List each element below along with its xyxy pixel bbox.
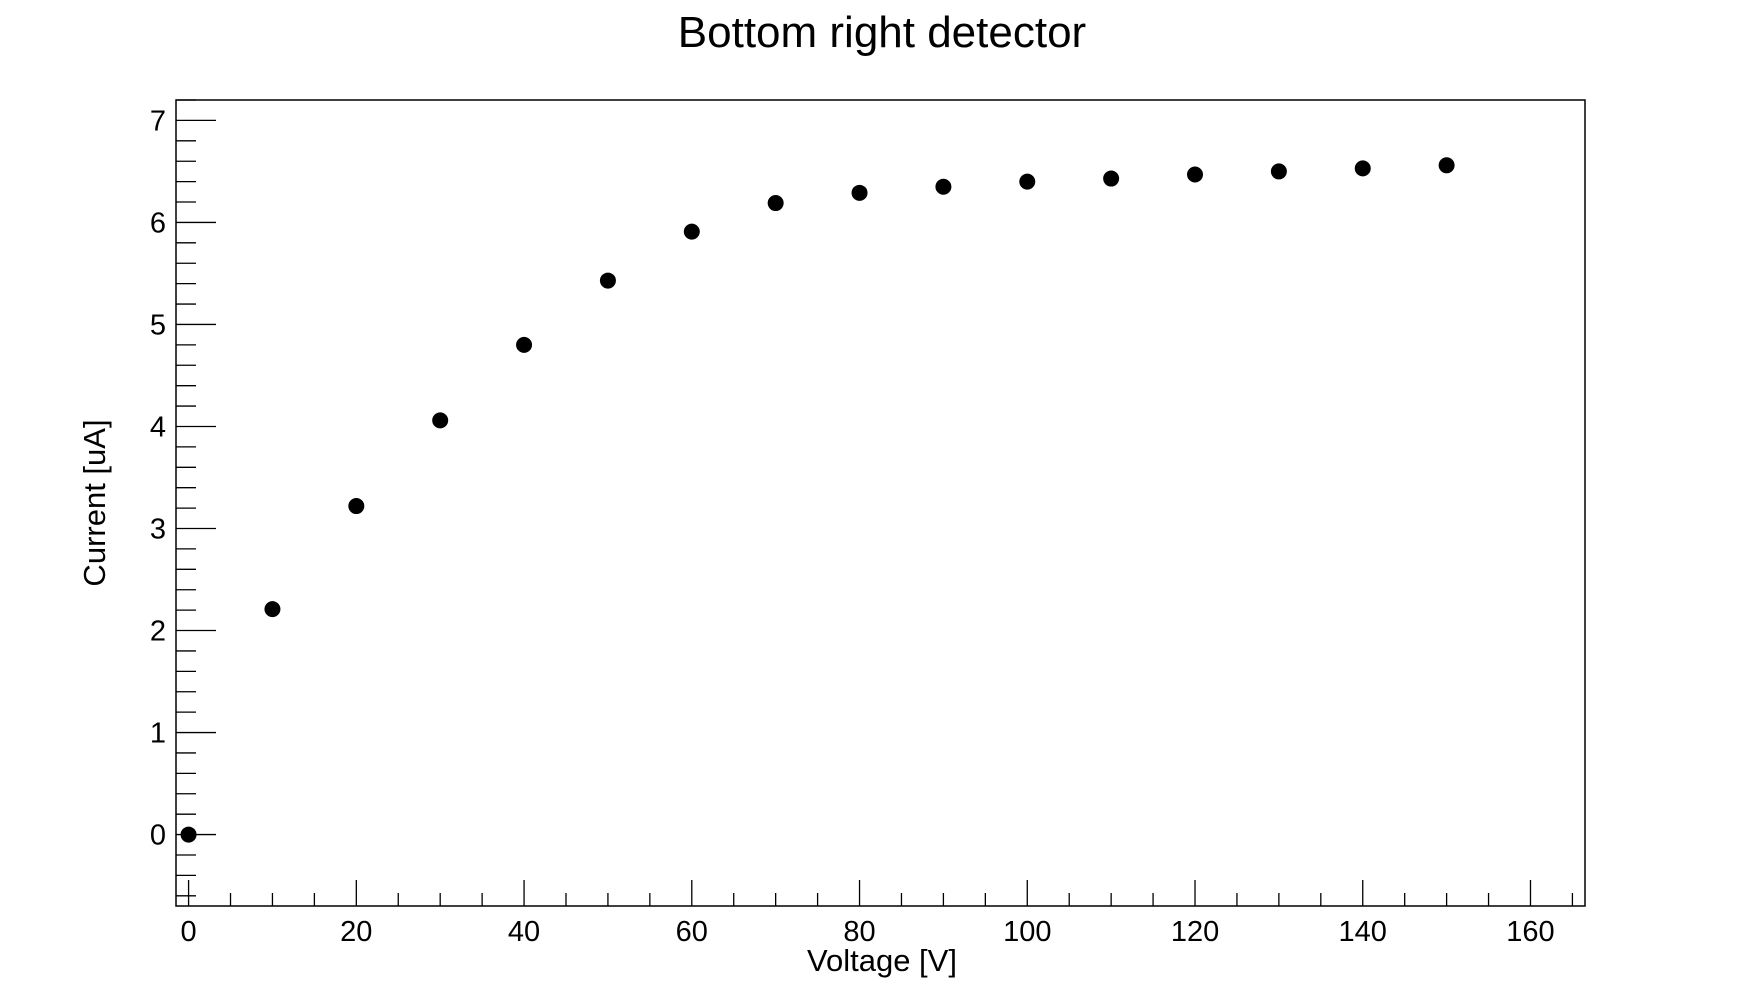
y-axis-label: Current [uA] (77, 419, 112, 586)
x-tick-label: 160 (1506, 916, 1554, 948)
data-point (1103, 170, 1120, 187)
y-tick-label: 2 (150, 616, 166, 648)
y-axis-ticks (176, 99, 216, 897)
y-tick-label: 4 (150, 411, 166, 443)
data-points (180, 157, 1455, 843)
chart-title: Bottom right detector (678, 8, 1086, 57)
data-point (851, 184, 868, 201)
y-tick-label: 6 (150, 207, 166, 239)
data-point (516, 336, 533, 353)
y-tick-label: 0 (150, 820, 166, 852)
plot-frame (175, 99, 1586, 907)
x-axis-ticks (187, 880, 1574, 906)
x-tick-label: 20 (340, 916, 372, 948)
y-tick-label: 1 (150, 718, 166, 750)
y-tick-label: 3 (150, 514, 166, 546)
x-tick-label: 120 (1171, 916, 1219, 948)
x-tick-label: 40 (508, 916, 540, 948)
data-point (683, 223, 700, 240)
y-axis-tick-labels: 0 1 2 3 4 5 6 7 (150, 105, 166, 851)
y-tick-label: 5 (150, 309, 166, 341)
data-point (767, 195, 784, 212)
data-point (599, 272, 616, 289)
data-point (264, 601, 281, 618)
data-point (432, 412, 449, 429)
x-axis-tick-labels: 0 20 40 60 80 100 120 140 160 (181, 916, 1555, 948)
data-point (348, 498, 365, 515)
x-tick-label: 80 (843, 916, 875, 948)
data-point (1270, 163, 1287, 180)
data-point (1019, 173, 1036, 190)
x-axis-label: Voltage [V] (807, 943, 957, 978)
data-point (1187, 166, 1204, 183)
data-point (1354, 160, 1371, 177)
data-point (180, 826, 197, 843)
x-tick-label: 0 (181, 916, 197, 948)
x-tick-label: 140 (1339, 916, 1387, 948)
data-point (935, 178, 952, 195)
y-tick-label: 7 (150, 105, 166, 137)
x-tick-label: 100 (1003, 916, 1051, 948)
x-tick-label: 60 (676, 916, 708, 948)
data-point (1438, 157, 1455, 174)
